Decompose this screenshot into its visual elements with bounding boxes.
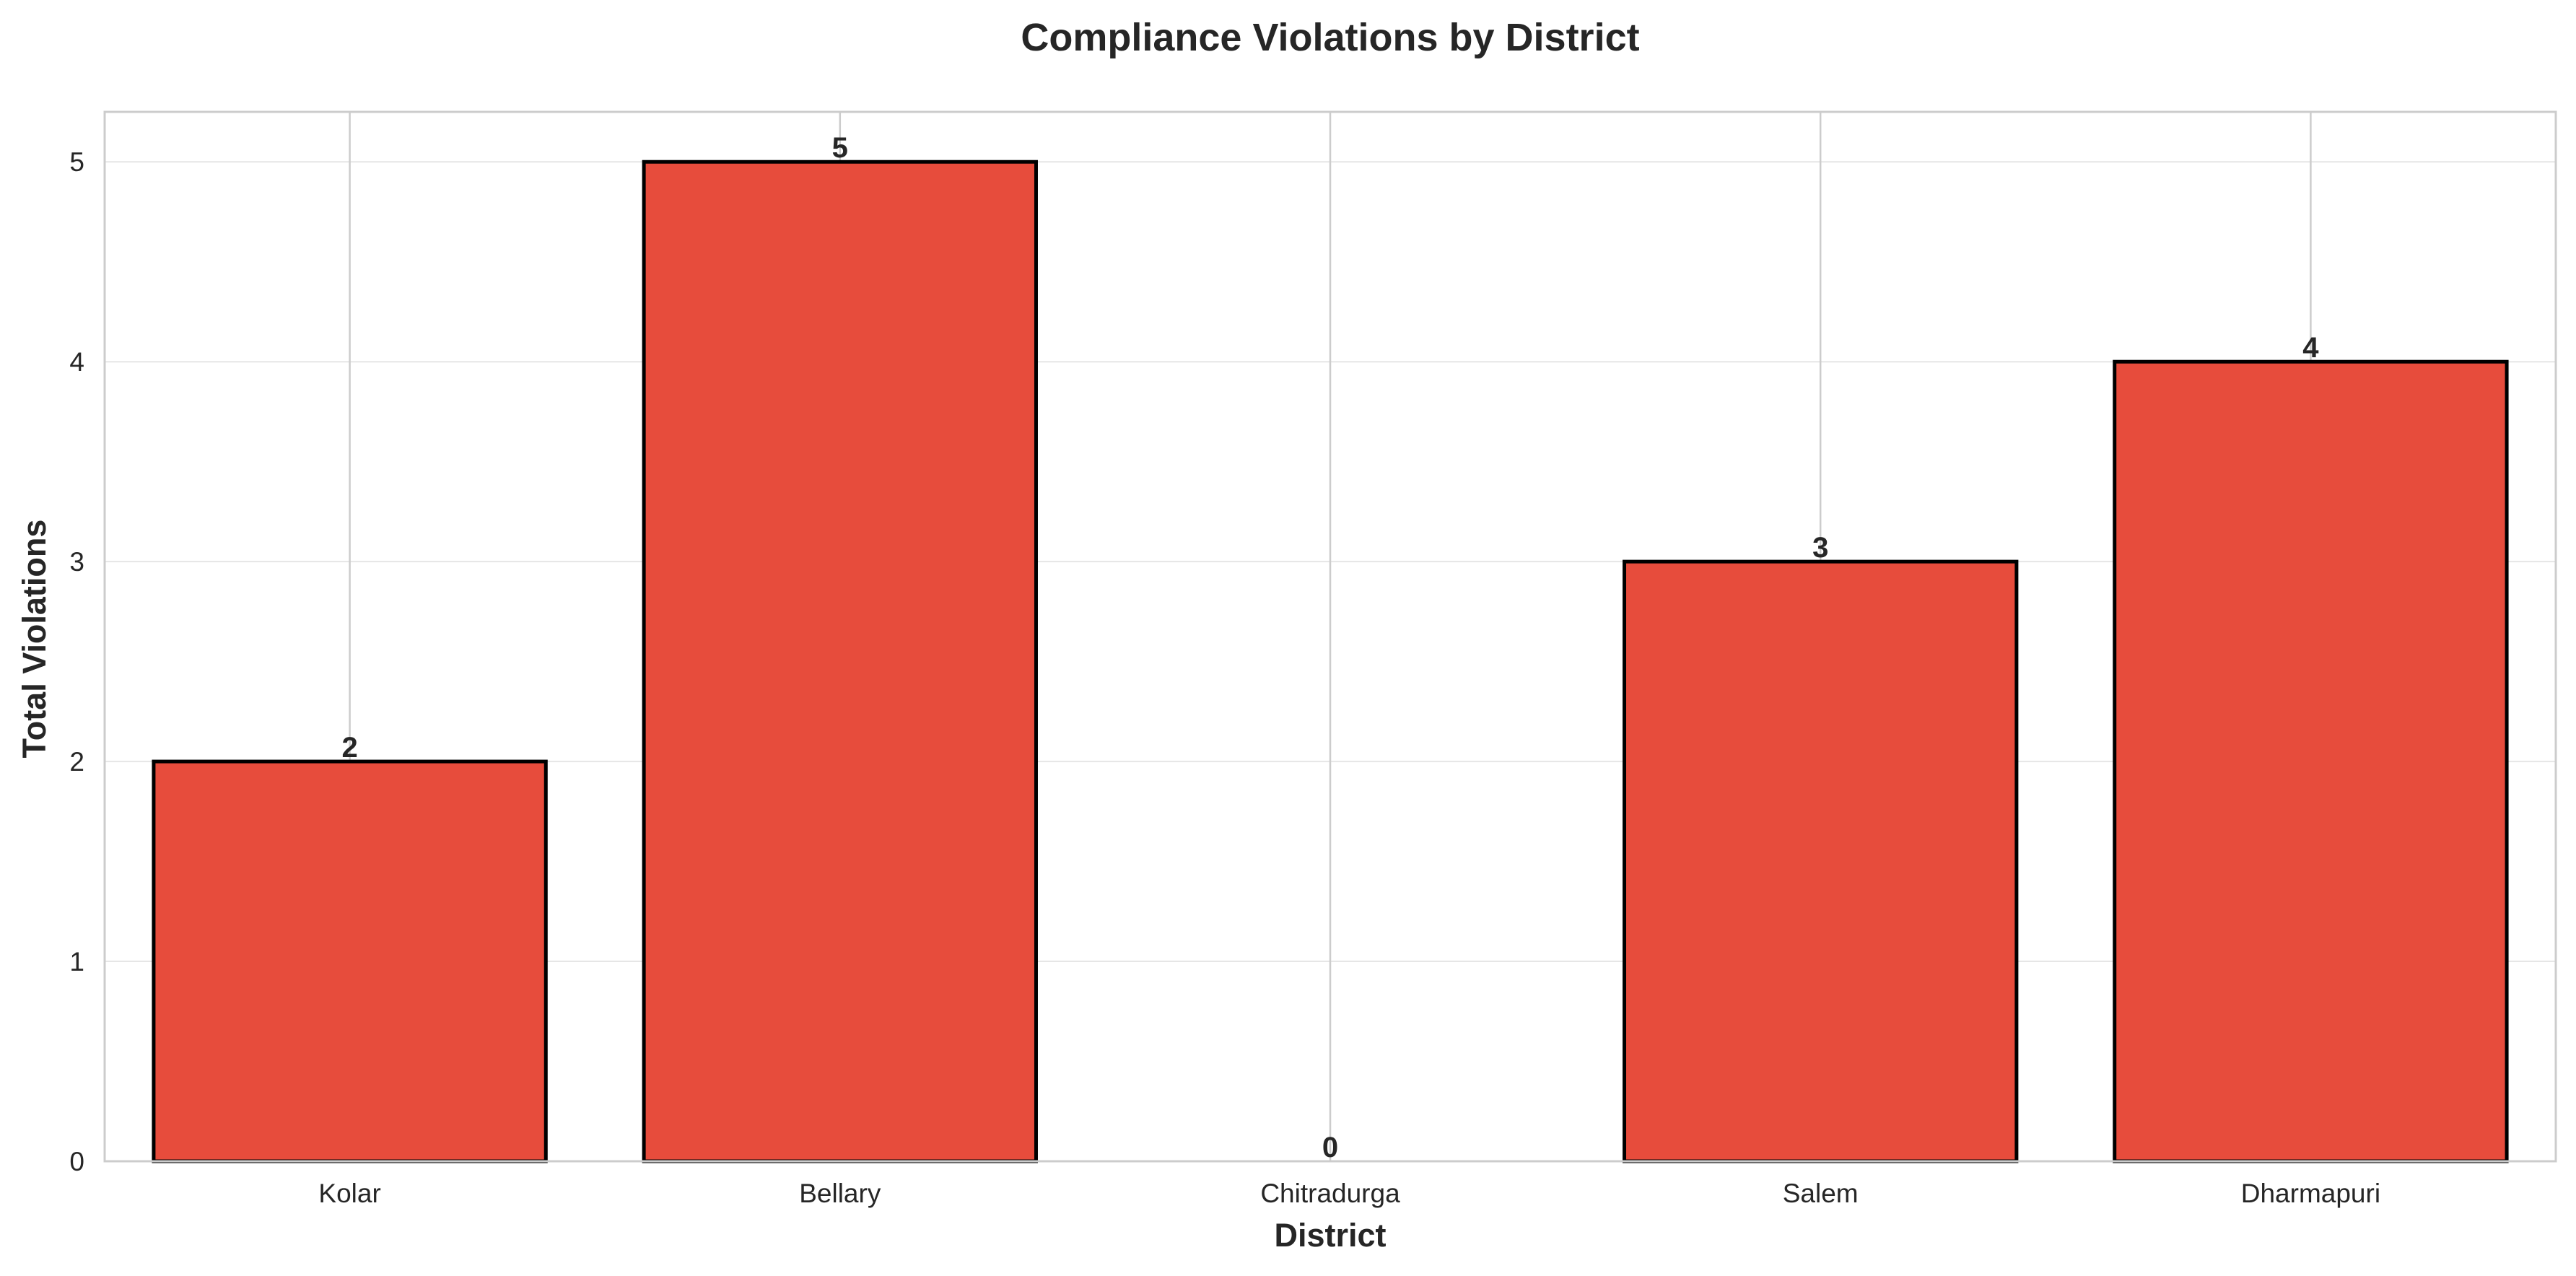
y-tick-label: 5 <box>69 147 84 177</box>
x-tick-label: Bellary <box>799 1179 881 1208</box>
data-label: 2 <box>341 732 357 764</box>
x-tick-label: Chitradurga <box>1260 1179 1400 1208</box>
x-tick-label: Kolar <box>318 1179 380 1208</box>
x-tick-label: Salem <box>1783 1179 1859 1208</box>
y-tick-label: 2 <box>69 747 84 777</box>
plot-area: 2 5 0 3 4 0 1 2 3 4 5 Kolar Bellary Chitradurga Salem D… <box>69 110 2557 1208</box>
bar-salem <box>1623 559 2019 1163</box>
y-axis-label: Total Violations <box>16 520 53 759</box>
y-tick-label: 4 <box>69 347 84 377</box>
y-tick-label: 1 <box>69 947 84 976</box>
data-label: 0 <box>1322 1132 1338 1163</box>
bar-bellary <box>642 160 1038 1163</box>
data-label: 4 <box>2302 332 2319 364</box>
data-label: 3 <box>1812 532 1828 564</box>
plot-frame <box>103 110 2557 1163</box>
chart-title: Compliance Violations by District <box>1021 16 1639 59</box>
data-label: 5 <box>832 132 848 164</box>
x-tick-label: Dharmapuri <box>2241 1179 2380 1208</box>
bar-kolar <box>152 759 548 1163</box>
x-axis-label: District <box>1274 1217 1386 1254</box>
bar-dharmapuri <box>2113 359 2509 1163</box>
y-tick-label: 0 <box>69 1147 84 1176</box>
y-tick-label: 3 <box>69 547 84 577</box>
